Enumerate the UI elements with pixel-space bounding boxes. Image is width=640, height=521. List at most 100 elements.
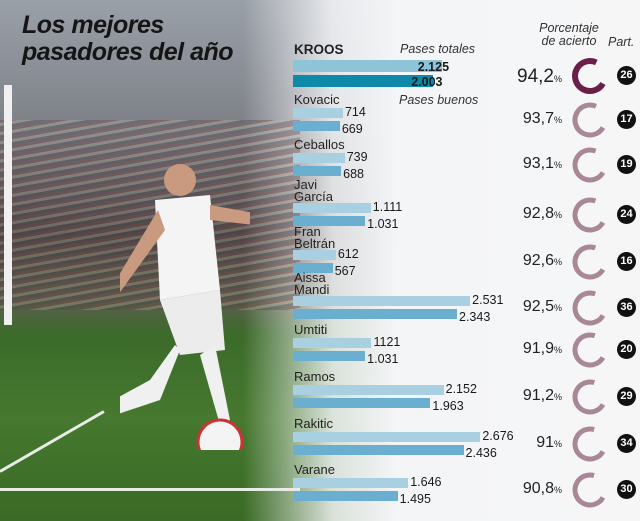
percent-sign: % <box>553 210 562 220</box>
accuracy-value: 92,5 <box>522 298 554 315</box>
accuracy-value: 93,7 <box>522 110 554 127</box>
header-matches: Part. <box>608 35 635 49</box>
value-good-passes: 2.343 <box>459 310 491 324</box>
accuracy-percentage: 92,8% <box>492 205 562 223</box>
percent-sign: % <box>553 160 562 170</box>
player-name: Javi García <box>294 177 333 203</box>
accuracy-ring <box>572 332 608 368</box>
accuracy-ring <box>572 426 608 462</box>
player-silhouette <box>120 164 250 450</box>
accuracy-percentage: 91,9% <box>492 340 562 358</box>
accuracy-percentage: 92,5% <box>492 298 562 316</box>
accuracy-ring <box>572 472 608 508</box>
header-percentage-line: de acierto <box>541 34 597 48</box>
matches-badge: 30 <box>617 480 636 499</box>
player-name-line: Beltrán <box>294 236 336 251</box>
accuracy-percentage: 91,2% <box>492 387 562 405</box>
percent-sign: % <box>553 392 562 402</box>
accuracy-value: 91,2 <box>522 387 554 404</box>
bar-total-passes <box>293 108 343 118</box>
player-name-line: KROOS <box>294 42 344 57</box>
accuracy-arc <box>572 426 608 462</box>
matches-badge: 17 <box>617 110 636 129</box>
accuracy-percentage: 90,8% <box>492 480 562 498</box>
accuracy-arc <box>572 472 608 508</box>
accuracy-arc <box>572 197 608 233</box>
bar-good-passes <box>293 121 340 131</box>
player-name-line: Fran <box>294 224 321 239</box>
percent-sign: % <box>553 115 562 125</box>
accuracy-ring <box>572 147 608 183</box>
value-good-passes: 688 <box>343 167 365 181</box>
value-total-passes: 1.646 <box>410 475 442 489</box>
accuracy-value: 92,8 <box>522 205 554 222</box>
bar-good-passes <box>293 398 431 408</box>
bar-good-passes <box>293 309 457 319</box>
bar-total-passes <box>293 432 481 442</box>
value-good-passes: 2.436 <box>465 446 497 460</box>
value-good-passes: 1.495 <box>399 492 431 506</box>
player-name-line: Javi <box>294 177 318 192</box>
bar-total-passes <box>293 203 371 213</box>
pitch-line <box>0 488 300 491</box>
percent-sign: % <box>553 74 562 84</box>
player-name: Aissa Mandi <box>294 271 330 297</box>
player-name-line: Ceballos <box>294 137 345 152</box>
accuracy-value: 91,9 <box>522 340 554 357</box>
value-good-passes: 567 <box>334 264 356 278</box>
player-name-line: Mandi <box>294 282 330 297</box>
accuracy-percentage: 93,1% <box>492 155 562 173</box>
header-good-passes: Pases buenos <box>399 93 479 107</box>
accuracy-percentage: 93,7% <box>492 110 562 128</box>
title-line: pasadores del año <box>22 38 234 66</box>
bar-total-passes <box>293 296 471 306</box>
matches-badge: 36 <box>617 298 636 317</box>
accuracy-ring <box>572 58 608 94</box>
accuracy-percentage: 91% <box>492 434 562 452</box>
percent-sign: % <box>553 345 562 355</box>
player-name-line: Varane <box>294 462 335 477</box>
value-total-passes: 739 <box>346 150 368 164</box>
bar-good-passes <box>293 445 464 455</box>
player-name: Ramos <box>294 370 335 383</box>
bar-total-passes <box>293 385 444 395</box>
percent-sign: % <box>553 303 562 313</box>
matches-badge: 34 <box>617 434 636 453</box>
value-total-passes: 1.111 <box>372 200 403 214</box>
accuracy-arc <box>572 332 608 368</box>
accuracy-value: 92,6 <box>522 252 554 269</box>
bar-total-passes <box>293 60 442 72</box>
value-total-passes: 612 <box>337 247 359 261</box>
matches-badge: 19 <box>617 155 636 174</box>
player-name-line: Kovacic <box>294 92 340 107</box>
accuracy-arc <box>572 58 608 94</box>
player-name: Fran Beltrán <box>294 224 336 251</box>
accuracy-percentage: 92,6% <box>492 252 562 270</box>
player-name: Kovacic <box>294 92 340 107</box>
bar-total-passes <box>293 338 372 348</box>
player-name-line: Rakitic <box>294 416 334 431</box>
bar-total-passes <box>293 153 345 163</box>
value-good-passes: 1.031 <box>367 217 399 231</box>
value-total-passes: 2.152 <box>445 382 477 396</box>
header-percentage-line: Porcentaje <box>539 21 599 35</box>
bar-good-passes <box>293 216 366 226</box>
matches-badge: 26 <box>617 66 636 85</box>
value-good-passes: 669 <box>341 122 363 136</box>
percent-sign: % <box>553 439 562 449</box>
matches-badge: 16 <box>617 252 636 271</box>
accuracy-arc <box>572 244 608 280</box>
value-total-passes: 1121 <box>373 335 401 349</box>
corner-flag <box>4 85 12 325</box>
bar-total-passes <box>293 478 409 488</box>
matches-badge: 24 <box>617 205 636 224</box>
accuracy-arc <box>572 147 608 183</box>
stadium-stands <box>0 120 300 310</box>
player-name: KROOS <box>294 42 344 57</box>
accuracy-value: 91 <box>536 434 554 451</box>
accuracy-percentage: 94,2% <box>492 66 562 88</box>
value-good-passes: 1.963 <box>432 399 464 413</box>
player-name: Umtiti <box>294 323 327 336</box>
bar-good-passes <box>293 351 366 361</box>
player-name: Ceballos <box>294 137 345 152</box>
